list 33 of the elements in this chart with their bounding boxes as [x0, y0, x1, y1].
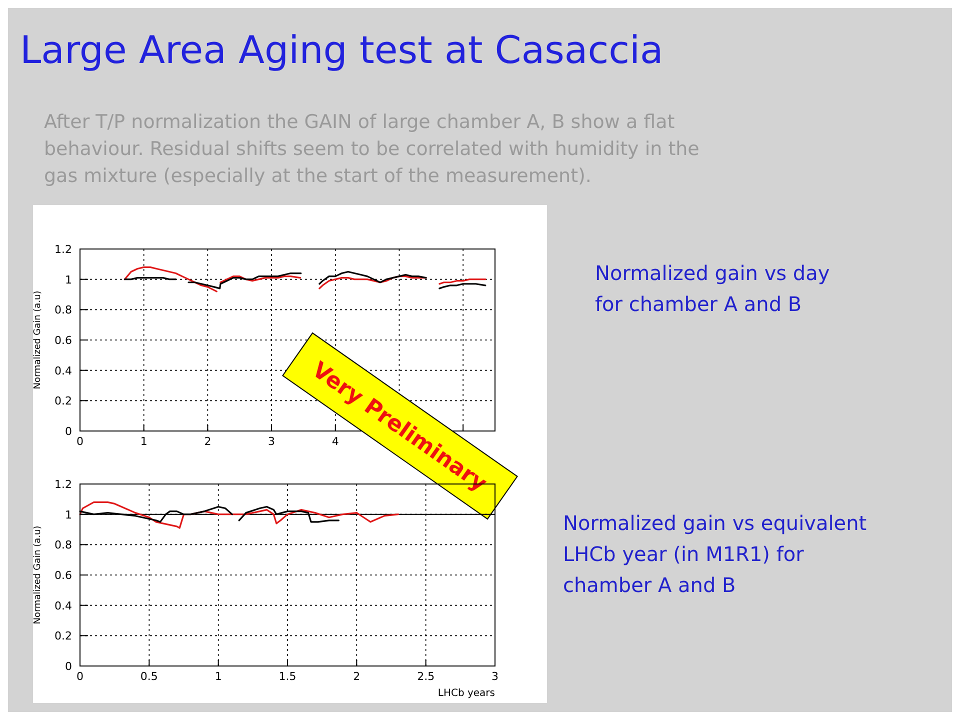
- chart-title: Large Area Aging test at Casaccia: [20, 28, 664, 72]
- y-tick-label: 0: [65, 660, 72, 673]
- y-axis-title: Normalized Gain (a.u): [33, 290, 43, 390]
- y-tick-label: 0.2: [54, 630, 72, 643]
- x-tick-label: 1: [140, 435, 148, 448]
- chart-subtitle: After T/P normalization the GAIN of large chamber A, B show a flat behaviour. Residual shifts seem to be correlated with humidity in the gas mixture (especially at the start of the measurement).: [44, 111, 700, 187]
- y-tick-label: 0.4: [54, 364, 72, 378]
- x-tick-label: 4: [332, 435, 339, 448]
- y-tick-label: 0.6: [54, 569, 72, 582]
- x-axis-title: LHCb years: [438, 688, 495, 699]
- x-tick-label: 1: [214, 670, 222, 683]
- y-tick-label: 0.8: [54, 538, 72, 552]
- x-tick-label: 3: [268, 435, 276, 448]
- y-tick-label: 0.8: [54, 304, 72, 317]
- y-tick-label: 1.2: [54, 478, 72, 491]
- y-tick-label: 1.2: [54, 243, 72, 256]
- y-tick-label: 0: [65, 425, 72, 438]
- y-tick-label: 0.6: [54, 334, 72, 347]
- x-tick-label: 0: [76, 435, 84, 448]
- x-tick-label: 1.5: [278, 670, 296, 683]
- x-tick-label: 3: [492, 670, 498, 683]
- x-tick-label: 2.5: [417, 670, 435, 683]
- y-tick-label: 1: [65, 273, 72, 286]
- y-tick-label: 0.2: [54, 394, 72, 408]
- text: Normalized gain vs day for chamber A and B: [595, 261, 830, 316]
- y-tick-label: 0.4: [54, 599, 72, 612]
- x-tick-label: 0: [76, 670, 84, 683]
- y-tick-label: 1: [65, 508, 72, 522]
- y-axis-title: Normalized Gain (a.u): [33, 526, 43, 624]
- x-tick-label: 2: [353, 670, 360, 683]
- text: Normalized gain vs equivalent LHCb year (in M1R1) for chamber A and B: [563, 511, 867, 597]
- x-tick-label: 0.5: [140, 670, 158, 683]
- x-tick-label: 2: [204, 435, 212, 448]
